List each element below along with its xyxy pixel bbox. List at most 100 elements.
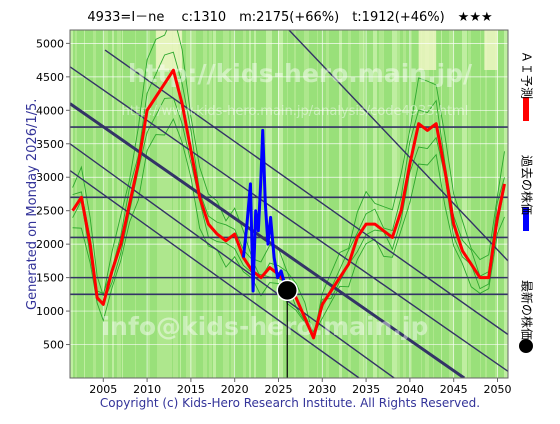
shade-band — [203, 30, 207, 378]
y-tick-label: 2500 — [36, 205, 64, 218]
shade-band — [162, 30, 168, 378]
shade-band — [243, 30, 246, 378]
shade-band — [326, 30, 329, 378]
shade-band — [231, 30, 234, 378]
trend-line — [104, 49, 508, 336]
shade-band — [112, 30, 114, 378]
shade-band — [84, 30, 85, 378]
generated-date-label: Generated on Monday 2026/1/5. — [25, 99, 40, 310]
highlight-band — [418, 30, 437, 70]
watermark-layer: http://kids-hero.main.jp/ http://www.kid… — [102, 59, 473, 341]
shade-band — [397, 30, 400, 378]
shade-band — [157, 30, 162, 378]
envelope-line — [72, 51, 505, 334]
shade-band — [287, 30, 288, 378]
shade-band — [168, 30, 172, 378]
trend-line — [288, 30, 508, 262]
x-tick-label: 2050 — [483, 383, 511, 396]
shade-band — [266, 30, 272, 378]
marker-layer — [276, 279, 298, 378]
shade-band — [93, 30, 96, 378]
shade-band — [209, 30, 212, 378]
watermark-path: http://www.kids-hero.main.jp/analysis/co… — [122, 104, 469, 119]
legend-label: 最新の株価 — [520, 280, 535, 340]
latest-price-dot — [276, 279, 298, 302]
shade-band — [359, 30, 365, 378]
shade-band — [373, 30, 377, 378]
shade-band — [485, 30, 487, 378]
shade-band — [348, 30, 351, 378]
shade-band — [122, 30, 123, 378]
y-tick-label: 1000 — [36, 305, 64, 318]
shade-band — [392, 30, 397, 378]
shade-band — [180, 30, 181, 378]
shade-band — [173, 30, 178, 378]
legend-swatch — [523, 207, 529, 231]
watermark-email: info@kids-hero.main.jp — [102, 312, 429, 341]
y-tick-label: 4000 — [36, 104, 64, 117]
x-tick-label: 2010 — [133, 383, 161, 396]
shade-band — [433, 30, 434, 378]
shade-band — [421, 30, 422, 378]
shade-band — [363, 30, 364, 378]
shade-band — [480, 30, 481, 378]
chart-title: 4933=I－ne c:1310 m:2175(+66%) t:1912(+46… — [87, 10, 492, 25]
shade-band — [117, 30, 121, 378]
shade-band — [278, 30, 283, 378]
watermark-site: http://kids-hero.main.jp/ — [128, 59, 473, 88]
shade-band — [104, 30, 108, 378]
plot-frame — [69, 29, 509, 379]
y-tick-label: 3000 — [36, 171, 64, 184]
shade-band — [425, 30, 429, 378]
shade-band — [462, 30, 467, 378]
highlight-band — [484, 30, 498, 70]
y-tick-label: 1500 — [36, 272, 64, 285]
past-price-line — [241, 128, 289, 293]
shade-band — [379, 30, 384, 378]
shade-band — [383, 30, 384, 378]
x-tick-label: 2005 — [89, 383, 117, 396]
legend-label: ＡＩ予測 — [520, 51, 534, 99]
x-tick-label: 2020 — [221, 383, 249, 396]
x-tick-label: 2030 — [308, 383, 336, 396]
trend-line — [70, 66, 508, 372]
copyright-text: Copyright (c) Kids-Hero Research Institu… — [100, 396, 480, 410]
y-tick-label: 5000 — [36, 37, 64, 50]
shade-band — [186, 30, 192, 378]
shade-band — [441, 30, 442, 378]
shade-band — [294, 30, 296, 378]
y-tick-label: 3500 — [36, 138, 64, 151]
plot-area: http://kids-hero.main.jp/ http://www.kid… — [70, 30, 508, 378]
trend-line — [70, 143, 395, 378]
y-tick-label: 4500 — [36, 71, 64, 84]
shade-band — [410, 30, 412, 378]
shade-band — [254, 30, 256, 378]
x-tick-label: 2040 — [396, 383, 424, 396]
legend-swatch — [523, 97, 529, 121]
x-axis: 2005 2010 2015 2020 2025 2030 2035 2040 2045 2050 — [89, 378, 511, 396]
y-tick-label: 500 — [43, 339, 64, 352]
trend-line — [70, 169, 360, 378]
legend-label: 過去の株価 — [520, 155, 535, 215]
shade-band — [70, 30, 73, 378]
y-axis: 500 1000 1500 2000 2500 3000 3500 4000 4500 5000 — [36, 37, 70, 352]
legend-dot — [519, 339, 533, 353]
x-tick-label: 2015 — [177, 383, 205, 396]
x-tick-label: 2025 — [264, 383, 292, 396]
highlight-band — [155, 30, 183, 70]
x-tick-label: 2045 — [440, 383, 468, 396]
shade-band — [304, 30, 309, 378]
shade-band — [135, 30, 136, 378]
shade-band — [504, 30, 508, 378]
shade-band — [317, 30, 318, 378]
shade-band — [468, 30, 471, 378]
grid-layer — [70, 30, 508, 378]
shade-band — [192, 30, 196, 378]
x-tick-label: 2035 — [352, 383, 380, 396]
shade-band — [148, 30, 150, 378]
y-tick-label: 2000 — [36, 238, 64, 251]
shade-band — [223, 30, 229, 378]
